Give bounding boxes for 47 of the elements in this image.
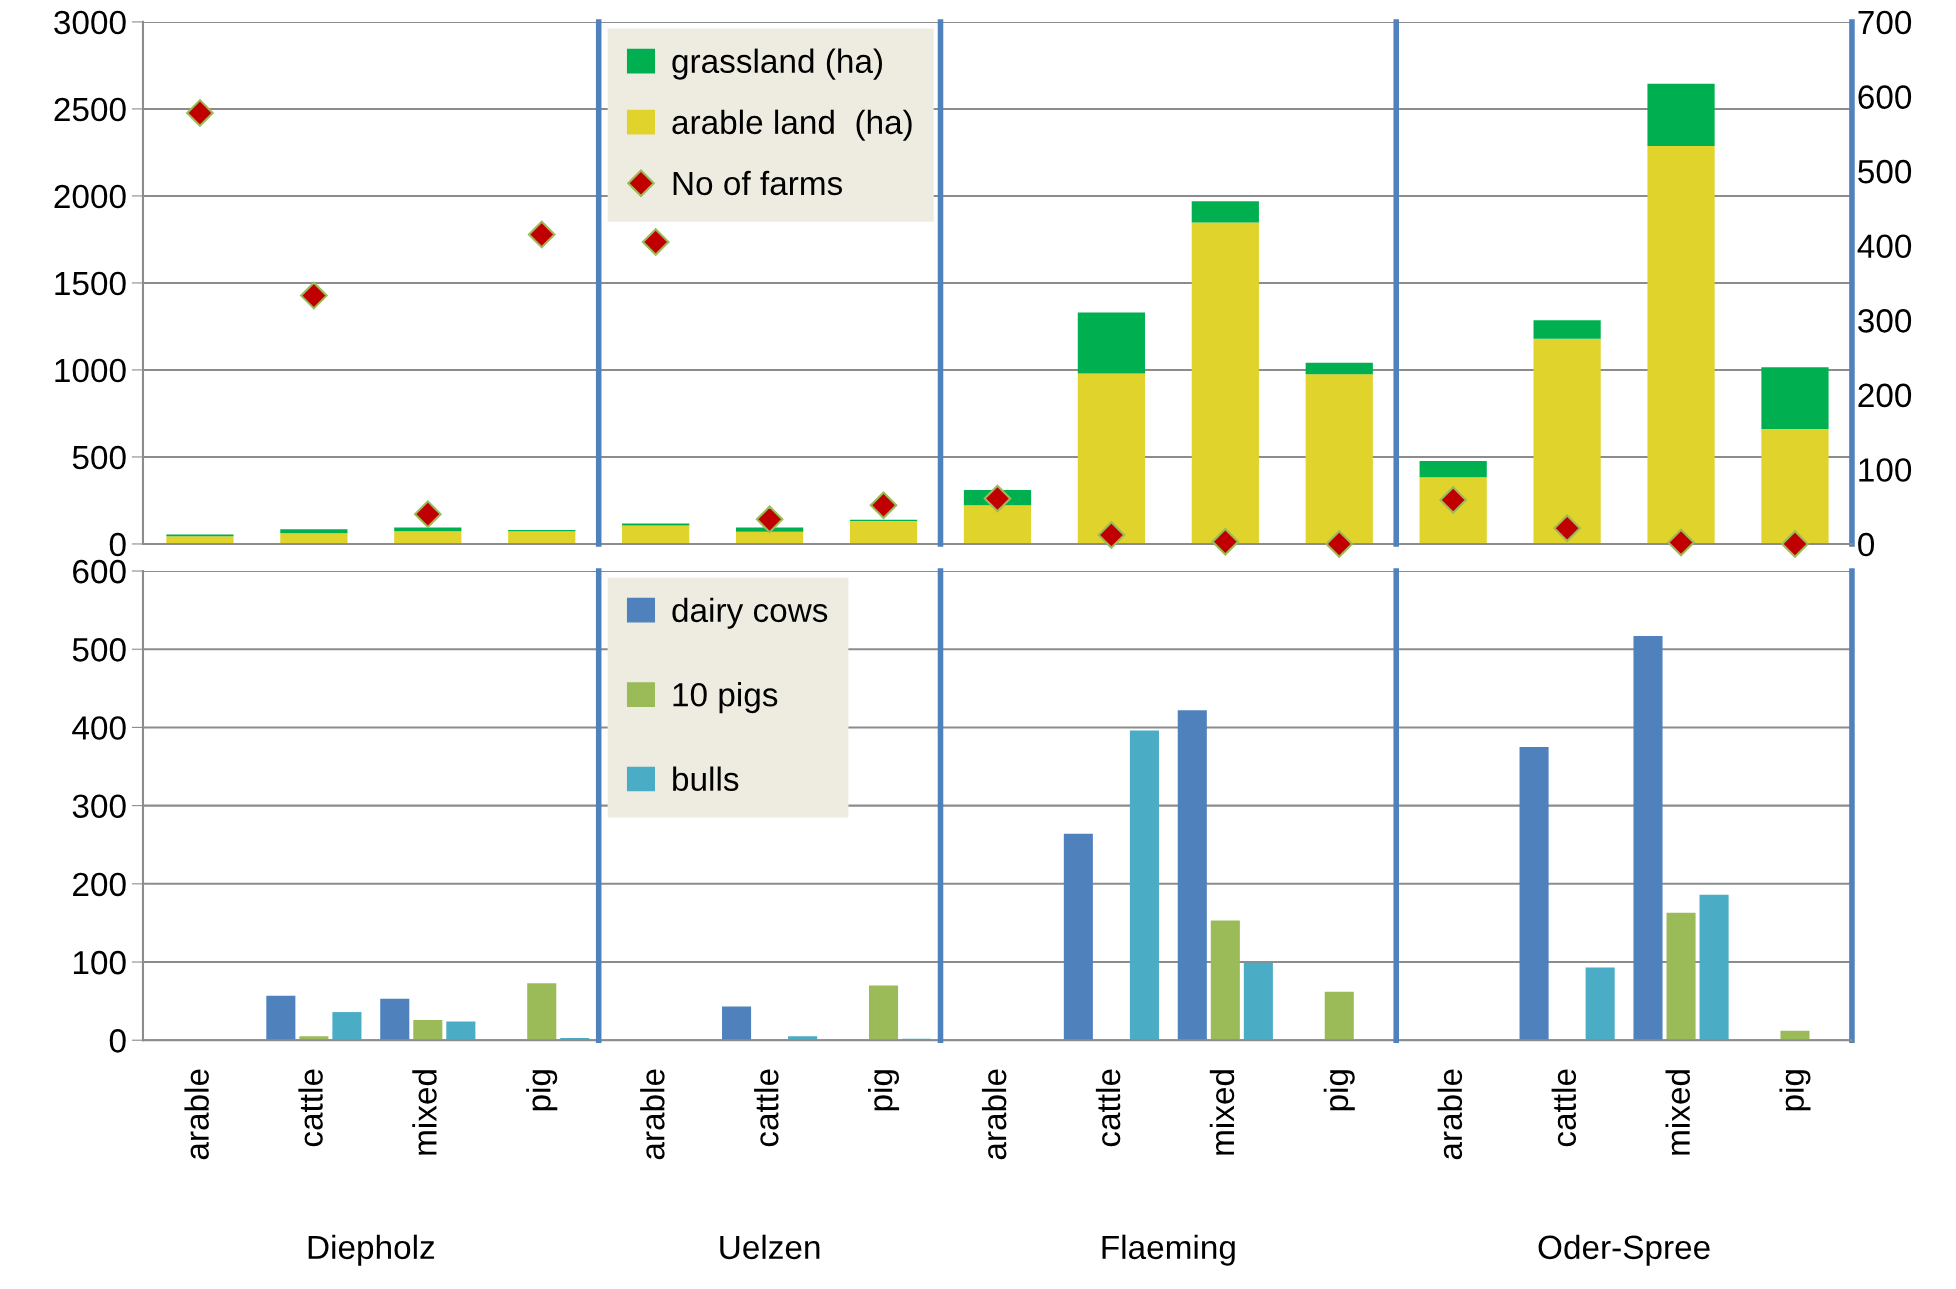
x-tick-label: cattle bbox=[1095, 1069, 1121, 1147]
y-tick-label: 600 bbox=[73, 559, 126, 584]
text: Flaeming bbox=[1102, 1234, 1235, 1266]
y2-tick-label: 100 bbox=[1859, 458, 1912, 482]
x-tick-label: cattle bbox=[754, 1069, 779, 1147]
legend-label: 10 pigs bbox=[673, 682, 778, 714]
x-tick-label: arable bbox=[981, 1069, 1007, 1160]
y-tick-label: 500 bbox=[72, 445, 126, 470]
legend-label: bulls bbox=[673, 766, 739, 791]
y-tick-label: 100 bbox=[73, 950, 126, 975]
text: Diepholz bbox=[308, 1234, 435, 1266]
y-tick-label: 1000 bbox=[55, 358, 126, 383]
y-tick-label: 0 bbox=[109, 1029, 126, 1053]
y-tick-label: 2000 bbox=[54, 184, 126, 209]
legend-label: grassland (ha) bbox=[672, 48, 882, 80]
y-tick-label: 0 bbox=[109, 532, 126, 557]
y2-tick-label: 400 bbox=[1857, 234, 1912, 259]
y2-tick-label: 500 bbox=[1858, 159, 1912, 184]
x-tick-label: pig bbox=[526, 1070, 558, 1111]
legend-label: arable land (ha) bbox=[672, 109, 912, 141]
x-tick-label: arable bbox=[1437, 1069, 1463, 1160]
y-tick-label: 400 bbox=[72, 716, 126, 740]
x-tick-label: pig bbox=[868, 1070, 900, 1111]
y-tick-label: 2500 bbox=[54, 97, 126, 122]
y-tick-label: 3000 bbox=[54, 10, 126, 35]
x-tick-label: cattle bbox=[298, 1069, 323, 1147]
text: Oder-Spree bbox=[1538, 1234, 1710, 1266]
legend-label: No of farms bbox=[673, 170, 843, 196]
y2-tick-label: 0 bbox=[1858, 532, 1875, 557]
x-tick-label: pig bbox=[1779, 1070, 1811, 1111]
y-tick-label: 500 bbox=[72, 638, 126, 662]
x-tick-label: arable bbox=[640, 1069, 665, 1160]
x-tick-label: mixed bbox=[412, 1070, 437, 1155]
text: Uelzen bbox=[720, 1234, 820, 1260]
x-tick-label: mixed bbox=[1665, 1070, 1690, 1155]
y2-tick-label: 600 bbox=[1858, 85, 1912, 109]
x-tick-label: arable bbox=[184, 1069, 209, 1160]
legend-label: dairy cows bbox=[672, 597, 828, 629]
y-tick-label: 1500 bbox=[55, 271, 126, 296]
y2-tick-label: 200 bbox=[1858, 383, 1912, 408]
y2-tick-label: 700 bbox=[1858, 10, 1912, 35]
y2-tick-label: 300 bbox=[1858, 309, 1912, 333]
x-tick-label: cattle bbox=[1551, 1069, 1577, 1147]
y-tick-label: 300 bbox=[72, 794, 126, 819]
x-tick-label: mixed bbox=[1209, 1070, 1235, 1155]
x-tick-label: pig bbox=[1323, 1070, 1355, 1111]
y-tick-label: 200 bbox=[73, 872, 126, 897]
